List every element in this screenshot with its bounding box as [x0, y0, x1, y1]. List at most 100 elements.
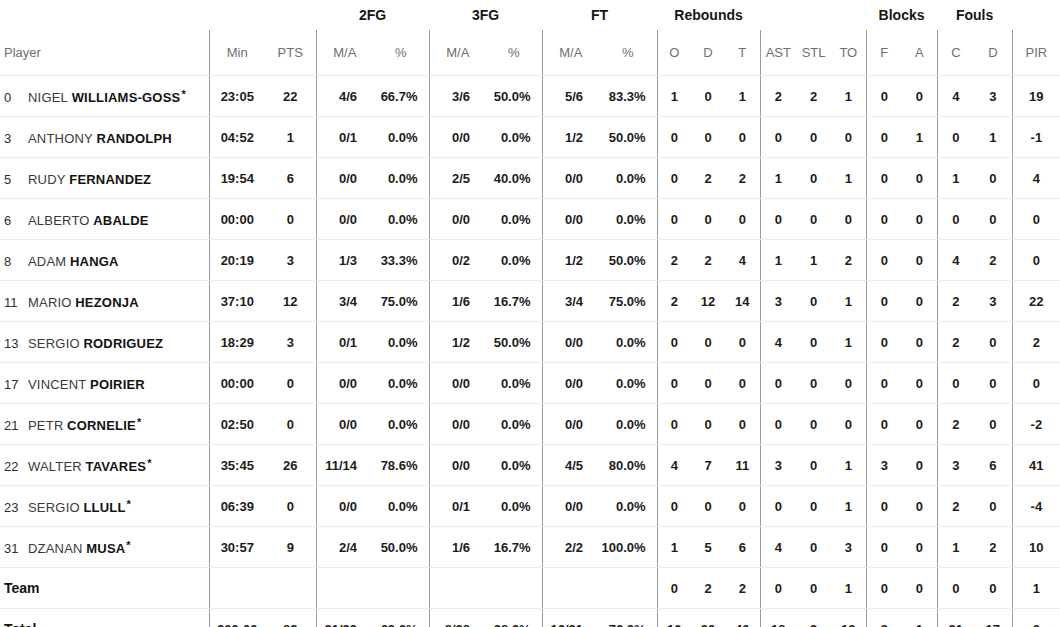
cell-foul-c: 0 — [937, 117, 974, 158]
cell-blk-a: 0 — [902, 158, 937, 199]
cell-pir: 22 — [1012, 281, 1060, 322]
player-first-name: WALTER — [28, 459, 82, 474]
player-first-name: MARIO — [28, 295, 72, 310]
player-number: 23 — [4, 500, 28, 515]
cell-pir: -1 — [1012, 117, 1060, 158]
table-row: 17VINCENT POIRIER 00:0000/00.0%0/00.0%0/… — [0, 363, 1060, 404]
cell-reb-t: 1 — [725, 76, 760, 117]
cell-3fg-pct: 16.7% — [486, 281, 542, 322]
player-cell[interactable]: 6ALBERTO ABALDE — [0, 199, 209, 240]
cell-blk-a: 1 — [902, 609, 937, 627]
player-cell[interactable]: 5RUDY FERNANDEZ — [0, 158, 209, 199]
cell-ft-pct: 100.0% — [599, 527, 657, 568]
cell-ast: 0 — [760, 363, 796, 404]
cell-foul-d: 2 — [974, 240, 1012, 281]
cell-foul-c: 1 — [937, 158, 974, 199]
player-cell[interactable]: 31DZANAN MUSA* — [0, 527, 209, 568]
player-number: 3 — [4, 131, 28, 146]
cell-pir: 2 — [1012, 322, 1060, 363]
cell-reb-o: 0 — [657, 158, 691, 199]
group-blank — [1012, 0, 1060, 30]
col-3fg-pct: % — [486, 30, 542, 76]
cell-pts: 1 — [265, 117, 316, 158]
cell-min: 20:19 — [209, 240, 265, 281]
cell-blk-f: 0 — [866, 76, 902, 117]
player-cell[interactable]: 22WALTER TAVARES* — [0, 445, 209, 486]
cell-2fg-ma: 0/0 — [316, 486, 373, 527]
cell-foul-d: 1 — [974, 117, 1012, 158]
cell-stl: 0 — [796, 404, 831, 445]
cell-blk-f: 3 — [866, 609, 902, 627]
player-last-name: WILLIAMS-GOSS — [72, 90, 181, 105]
cell-2fg-pct: 66.7% — [373, 76, 429, 117]
player-first-name: SERGIO — [28, 336, 80, 351]
player-cell[interactable]: 8ADAM HANGA — [0, 240, 209, 281]
cell-blk-a: 0 — [902, 404, 937, 445]
cell-3fg-ma: 0/1 — [429, 486, 486, 527]
cell-foul-c: 4 — [937, 76, 974, 117]
player-cell[interactable]: 0NIGEL WILLIAMS-GOSS* — [0, 76, 209, 117]
cell-reb-t: 0 — [725, 404, 760, 445]
cell-to: 1 — [831, 76, 866, 117]
table-row: 23SERGIO LLULL* 06:3900/00.0%0/10.0%0/00… — [0, 486, 1060, 527]
cell-pts: 82 — [265, 609, 316, 627]
cell-2fg-ma: 2/4 — [316, 527, 373, 568]
cell-3fg-ma: 0/0 — [429, 199, 486, 240]
cell-to: 0 — [831, 117, 866, 158]
player-cell[interactable]: 21PETR CORNELIE* — [0, 404, 209, 445]
col-ft-pct: % — [599, 30, 657, 76]
cell-blk-f: 0 — [866, 568, 902, 609]
player-number: 6 — [4, 213, 28, 228]
player-last-name: ABALDE — [93, 213, 148, 228]
cell-3fg-ma: 0/0 — [429, 363, 486, 404]
player-number: 17 — [4, 377, 28, 392]
cell-ft-ma: 0/0 — [542, 404, 599, 445]
player-last-name: POIRIER — [90, 377, 145, 392]
cell-ft-pct: 80.0% — [599, 445, 657, 486]
player-last-name: CORNELIE — [67, 418, 136, 433]
cell-min: 35:45 — [209, 445, 265, 486]
cell-ast: 4 — [760, 322, 796, 363]
cell-stl: 0 — [796, 568, 831, 609]
cell-reb-d: 0 — [691, 404, 725, 445]
cell-foul-d: 0 — [974, 322, 1012, 363]
player-cell[interactable]: 11MARIO HEZONJA — [0, 281, 209, 322]
player-first-name: SERGIO — [28, 500, 80, 515]
cell-reb-d: 0 — [691, 117, 725, 158]
table-row: 22WALTER TAVARES* 35:452611/1478.6%0/00.… — [0, 445, 1060, 486]
cell-blk-a: 0 — [902, 363, 937, 404]
player-cell[interactable]: 17VINCENT POIRIER — [0, 363, 209, 404]
starter-star-icon: * — [126, 539, 130, 551]
table-row: 0NIGEL WILLIAMS-GOSS* 23:05224/666.7%3/6… — [0, 76, 1060, 117]
group-rebounds: Rebounds — [657, 0, 760, 30]
cell-ast: 0 — [760, 404, 796, 445]
cell-blk-f: 0 — [866, 486, 902, 527]
cell-pts: 12 — [265, 281, 316, 322]
cell-ft-pct: 75.0% — [599, 281, 657, 322]
cell-ft-ma: 1/2 — [542, 240, 599, 281]
cell-stl: 3 — [796, 609, 831, 627]
cell-reb-o: 0 — [657, 322, 691, 363]
cell-foul-c: 21 — [937, 609, 974, 627]
cell-to: 12 — [831, 609, 866, 627]
group-fouls: Fouls — [937, 0, 1012, 30]
cell-3fg-ma: 1/6 — [429, 527, 486, 568]
col-3fg-ma: M/A — [429, 30, 486, 76]
cell-foul-c: 2 — [937, 322, 974, 363]
cell-reb-o: 10 — [657, 609, 691, 627]
cell-foul-d: 2 — [974, 527, 1012, 568]
cell-reb-t: 0 — [725, 486, 760, 527]
cell-to: 2 — [831, 240, 866, 281]
player-cell[interactable]: 3ANTHONY RANDOLPH — [0, 117, 209, 158]
player-cell[interactable]: 23SERGIO LLULL* — [0, 486, 209, 527]
cell-reb-o: 0 — [657, 199, 691, 240]
player-cell[interactable]: 13SERGIO RODRIGUEZ — [0, 322, 209, 363]
cell-to: 1 — [831, 445, 866, 486]
cell-2fg-ma: 4/6 — [316, 76, 373, 117]
cell-2fg-pct: 75.0% — [373, 281, 429, 322]
cell-blk-a: 0 — [902, 76, 937, 117]
cell-to: 1 — [831, 281, 866, 322]
cell-min: 06:39 — [209, 486, 265, 527]
player-first-name: ALBERTO — [28, 213, 90, 228]
cell-reb-d: 0 — [691, 363, 725, 404]
